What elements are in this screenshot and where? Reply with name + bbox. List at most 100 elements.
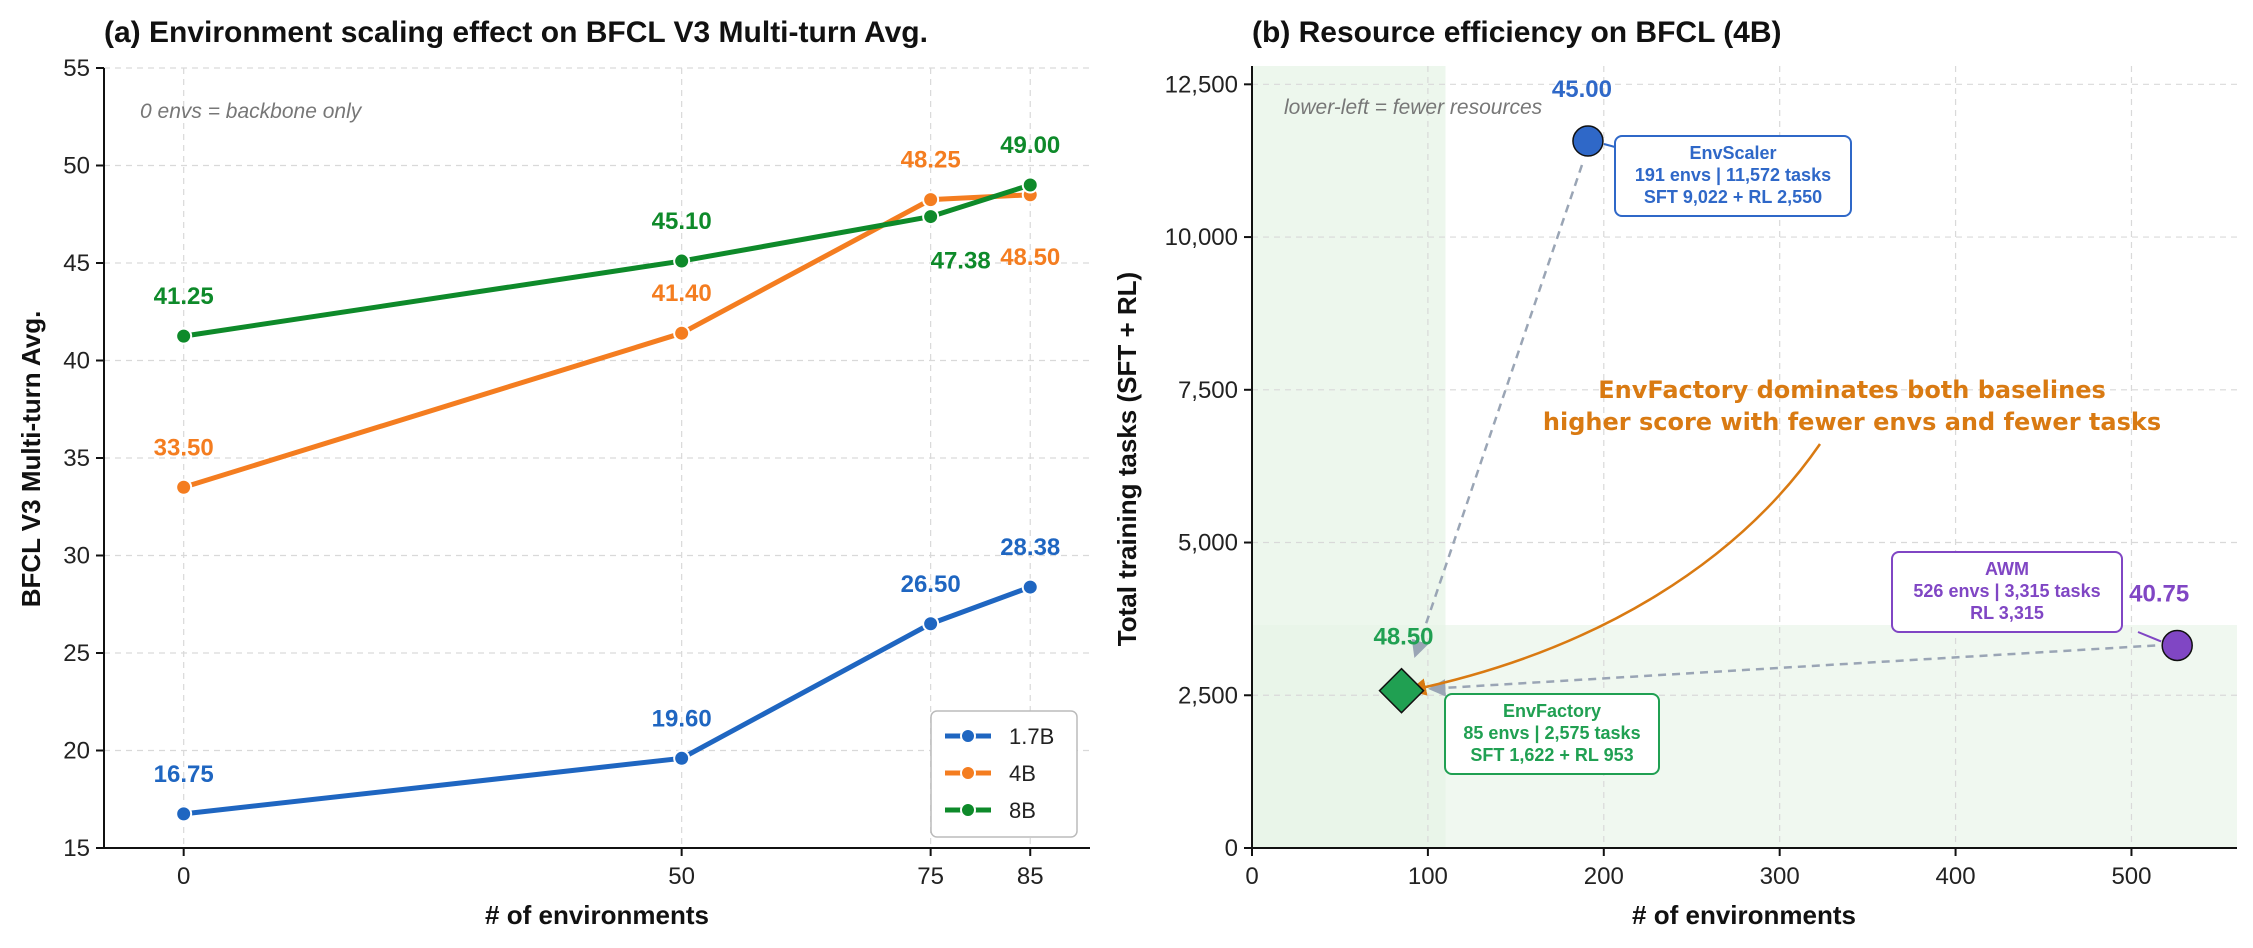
score-label-envfactory: 48.50 — [1373, 624, 1433, 651]
series-line-1.7B — [183, 584, 1032, 817]
legend-marker-8B — [960, 802, 976, 818]
value-label-1.7B: 16.75 — [154, 761, 214, 788]
b-x-tick-label: 0 — [1245, 863, 1258, 890]
info-box-line-EnvFactory: SFT 1,622 + RL 953 — [1470, 745, 1633, 765]
panel-a-axes: 15 20 25 30 35 40 45 50 55 0 50 75 85 — [63, 55, 1090, 890]
point-envscaler — [1572, 125, 1604, 157]
a-y-tick-label: 35 — [63, 445, 90, 472]
leader-AWM — [2137, 631, 2162, 643]
info-box-line-EnvFactory: EnvFactory — [1503, 701, 1601, 721]
value-label-8B: 41.25 — [154, 283, 214, 310]
data-point-1.7B — [1021, 578, 1039, 596]
series-line-8B — [183, 182, 1031, 339]
data-point-8B — [1021, 176, 1039, 194]
b-x-tick-label: 400 — [1936, 863, 1976, 890]
info-box-line-EnvFactory: 85 envs | 2,575 tasks — [1463, 723, 1640, 743]
b-y-tick-label: 10,000 — [1165, 224, 1238, 251]
panel-a-annotation: 0 envs = backbone only — [140, 100, 363, 123]
point-awm — [2161, 629, 2193, 662]
a-y-tick-label: 45 — [63, 250, 90, 277]
legend-marker-4B — [960, 765, 976, 781]
panel-b-callout-line-2: higher score with fewer envs and fewer t… — [1543, 408, 2161, 436]
panel-b-arrows — [1408, 164, 2156, 697]
a-x-tick-label: 0 — [177, 863, 190, 890]
panel-b-x-axis-label: # of environments — [1632, 900, 1856, 930]
info-box-EnvFactory — [1444, 693, 1660, 775]
a-y-tick-label: 30 — [63, 543, 90, 570]
value-label-8B: 47.38 — [931, 248, 991, 275]
arrow-awm-to-envfactory — [1428, 644, 2156, 697]
a-y-tick-label: 20 — [63, 738, 90, 765]
panel-b-scatter-chart: (b) Resource efficiency on BFCL (4B) 0 2,… — [1112, 16, 2237, 930]
a-x-tick-label: 50 — [668, 863, 695, 890]
value-label-4B: 33.50 — [154, 434, 214, 461]
data-point-1.7B — [673, 749, 691, 767]
b-y-tick-label: 12,500 — [1165, 71, 1238, 98]
value-label-4B: 48.50 — [1000, 244, 1060, 271]
b-x-tick-label: 100 — [1408, 863, 1448, 890]
info-box-line-EnvScaler: SFT 9,022 + RL 2,550 — [1644, 187, 1822, 207]
panel-b-callout-line-1: EnvFactory dominates both baselines — [1598, 376, 2106, 404]
value-label-8B: 45.10 — [652, 208, 712, 235]
data-point-4B — [175, 478, 193, 496]
data-point-4B — [673, 324, 691, 342]
point-envfactory — [1378, 667, 1425, 714]
panel-a-legend: 1.7B 4B 8B — [930, 710, 1078, 838]
b-y-tick-label: 2,500 — [1178, 682, 1238, 709]
a-y-tick-label: 15 — [63, 835, 90, 862]
score-label-envscaler: 45.00 — [1552, 76, 1612, 103]
a-y-tick-label: 25 — [63, 640, 90, 667]
legend-marker-1.7B — [960, 728, 976, 744]
callout-arrow — [1408, 443, 1822, 696]
data-point-1.7B — [175, 805, 193, 823]
legend-label-4B: 4B — [1009, 761, 1036, 786]
b-x-tick-label: 300 — [1760, 863, 1800, 890]
panel-a-x-axis-label: # of environments — [485, 900, 709, 930]
legend-label-1.7B: 1.7B — [1009, 724, 1054, 749]
panel-b-y-axis-label: Total training tasks (SFT + RL) — [1112, 272, 1142, 646]
panel-b-annotation: lower-left = fewer resources — [1284, 96, 1543, 119]
panel-a-title: (a) Environment scaling effect on BFCL V… — [104, 16, 928, 49]
panel-b-points: 45.00 40.75 48.50 — [1373, 76, 2193, 714]
panel-b-title: (b) Resource efficiency on BFCL (4B) — [1252, 16, 1782, 49]
a-y-tick-label: 40 — [63, 348, 90, 375]
data-point-4B — [922, 191, 940, 209]
a-y-tick-label: 50 — [63, 153, 90, 180]
panel-a-value-labels: 16.75 19.60 26.50 28.38 33.50 41.40 48.25 48.50… — [154, 132, 1061, 788]
b-y-tick-label: 7,500 — [1178, 377, 1238, 404]
value-label-1.7B: 28.38 — [1000, 534, 1060, 561]
a-y-tick-label: 55 — [63, 55, 90, 82]
data-point-1.7B — [922, 615, 940, 633]
panel-b-axes: 0 2,500 5,000 7,500 10,000 12,500 0 100 200 300 40… — [1165, 66, 2237, 890]
b-y-tick-label: 5,000 — [1178, 530, 1238, 557]
value-label-4B: 41.40 — [652, 280, 712, 307]
value-label-4B: 48.25 — [901, 147, 961, 174]
panel-b-shaded-region — [1252, 66, 2237, 848]
panel-a-y-axis-label: BFCL V3 Multi-turn Avg. — [16, 311, 46, 608]
panel-a-line-chart: (a) Environment scaling effect on BFCL V… — [16, 16, 1090, 930]
info-box-line-AWM: 526 envs | 3,315 tasks — [1913, 581, 2100, 601]
data-point-8B — [922, 208, 940, 226]
b-y-tick-label: 0 — [1225, 835, 1238, 862]
series-line-4B — [182, 192, 1031, 490]
score-label-awm: 40.75 — [2129, 580, 2189, 607]
info-box-line-AWM: AWM — [1985, 559, 2029, 579]
legend-label-8B: 8B — [1009, 798, 1036, 823]
value-label-1.7B: 19.60 — [652, 705, 712, 732]
a-x-tick-label: 75 — [917, 863, 944, 890]
info-box-line-AWM: RL 3,315 — [1970, 603, 2044, 623]
info-box-EnvScaler — [1614, 135, 1852, 217]
a-x-tick-label: 85 — [1017, 863, 1044, 890]
b-x-tick-label: 200 — [1584, 863, 1624, 890]
b-x-tick-label: 500 — [2111, 863, 2151, 890]
arrow-envscaler-to-envfactory — [1411, 164, 1584, 658]
info-box-line-EnvScaler: EnvScaler — [1689, 143, 1776, 163]
shade-low-tasks — [1252, 625, 2237, 848]
value-label-8B: 49.00 — [1000, 132, 1060, 159]
leader-EnvScaler — [1603, 143, 1616, 148]
value-label-1.7B: 26.50 — [901, 571, 961, 598]
data-point-8B — [175, 327, 193, 345]
data-point-8B — [673, 252, 691, 270]
